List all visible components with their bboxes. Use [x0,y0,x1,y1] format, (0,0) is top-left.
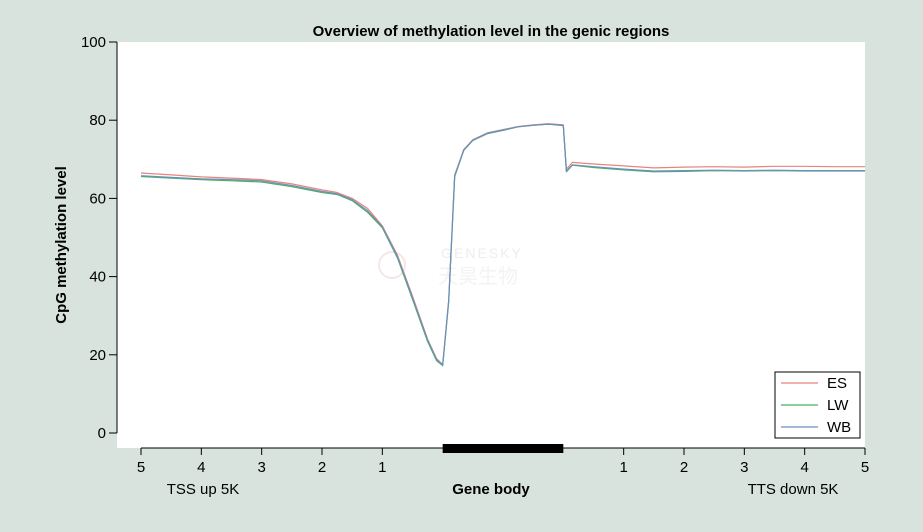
x-tick-label: 4 [197,459,205,476]
legend-label-es: ES [827,375,847,392]
y-tick-label: 80 [89,112,106,129]
watermark-text-cn: 天昊生物 [438,265,518,288]
x-tick-label: 1 [378,459,386,476]
legend-label-lw: LW [827,397,849,414]
x-tick-label: 1 [619,459,627,476]
tts-region-label: TTS down 5K [748,481,839,498]
region-labels: TSS up 5K Gene body TTS down 5K [167,481,839,498]
x-tick-label: 5 [137,459,145,476]
legend-label-wb: WB [827,419,851,436]
y-tick-label: 20 [89,347,106,364]
x-tick-label: 3 [257,459,265,476]
tss-region-label: TSS up 5K [167,481,240,498]
y-tick-label: 100 [81,34,106,51]
series-lines [140,123,865,367]
x-axis: 5 4 3 2 1 1 2 3 4 5 [137,444,869,476]
x-tick-label: 3 [740,459,748,476]
y-tick-label: 0 [98,425,106,442]
watermark-emblem [378,251,406,279]
x-tick-label: 5 [861,459,869,476]
series-line-wb [140,123,865,366]
watermark-logo: GENESKY 天昊生物 [378,245,523,288]
gene-body-label: Gene body [452,481,530,498]
y-axis-label: CpG methylation level [53,166,70,324]
chart-title: Overview of methylation level in the gen… [313,23,670,40]
gene-body-bar [442,444,564,453]
y-tick-label: 40 [89,269,106,286]
y-axis: 0 20 40 60 80 100 [81,34,118,442]
x-tick-label: 4 [800,459,808,476]
y-tick-label: 60 [89,190,106,207]
plot-area [117,42,865,448]
x-tick-label: 2 [680,459,688,476]
legend: ES LW WB [774,371,861,439]
watermark-text-en: GENESKY [441,245,523,261]
x-tick-label: 2 [318,459,326,476]
